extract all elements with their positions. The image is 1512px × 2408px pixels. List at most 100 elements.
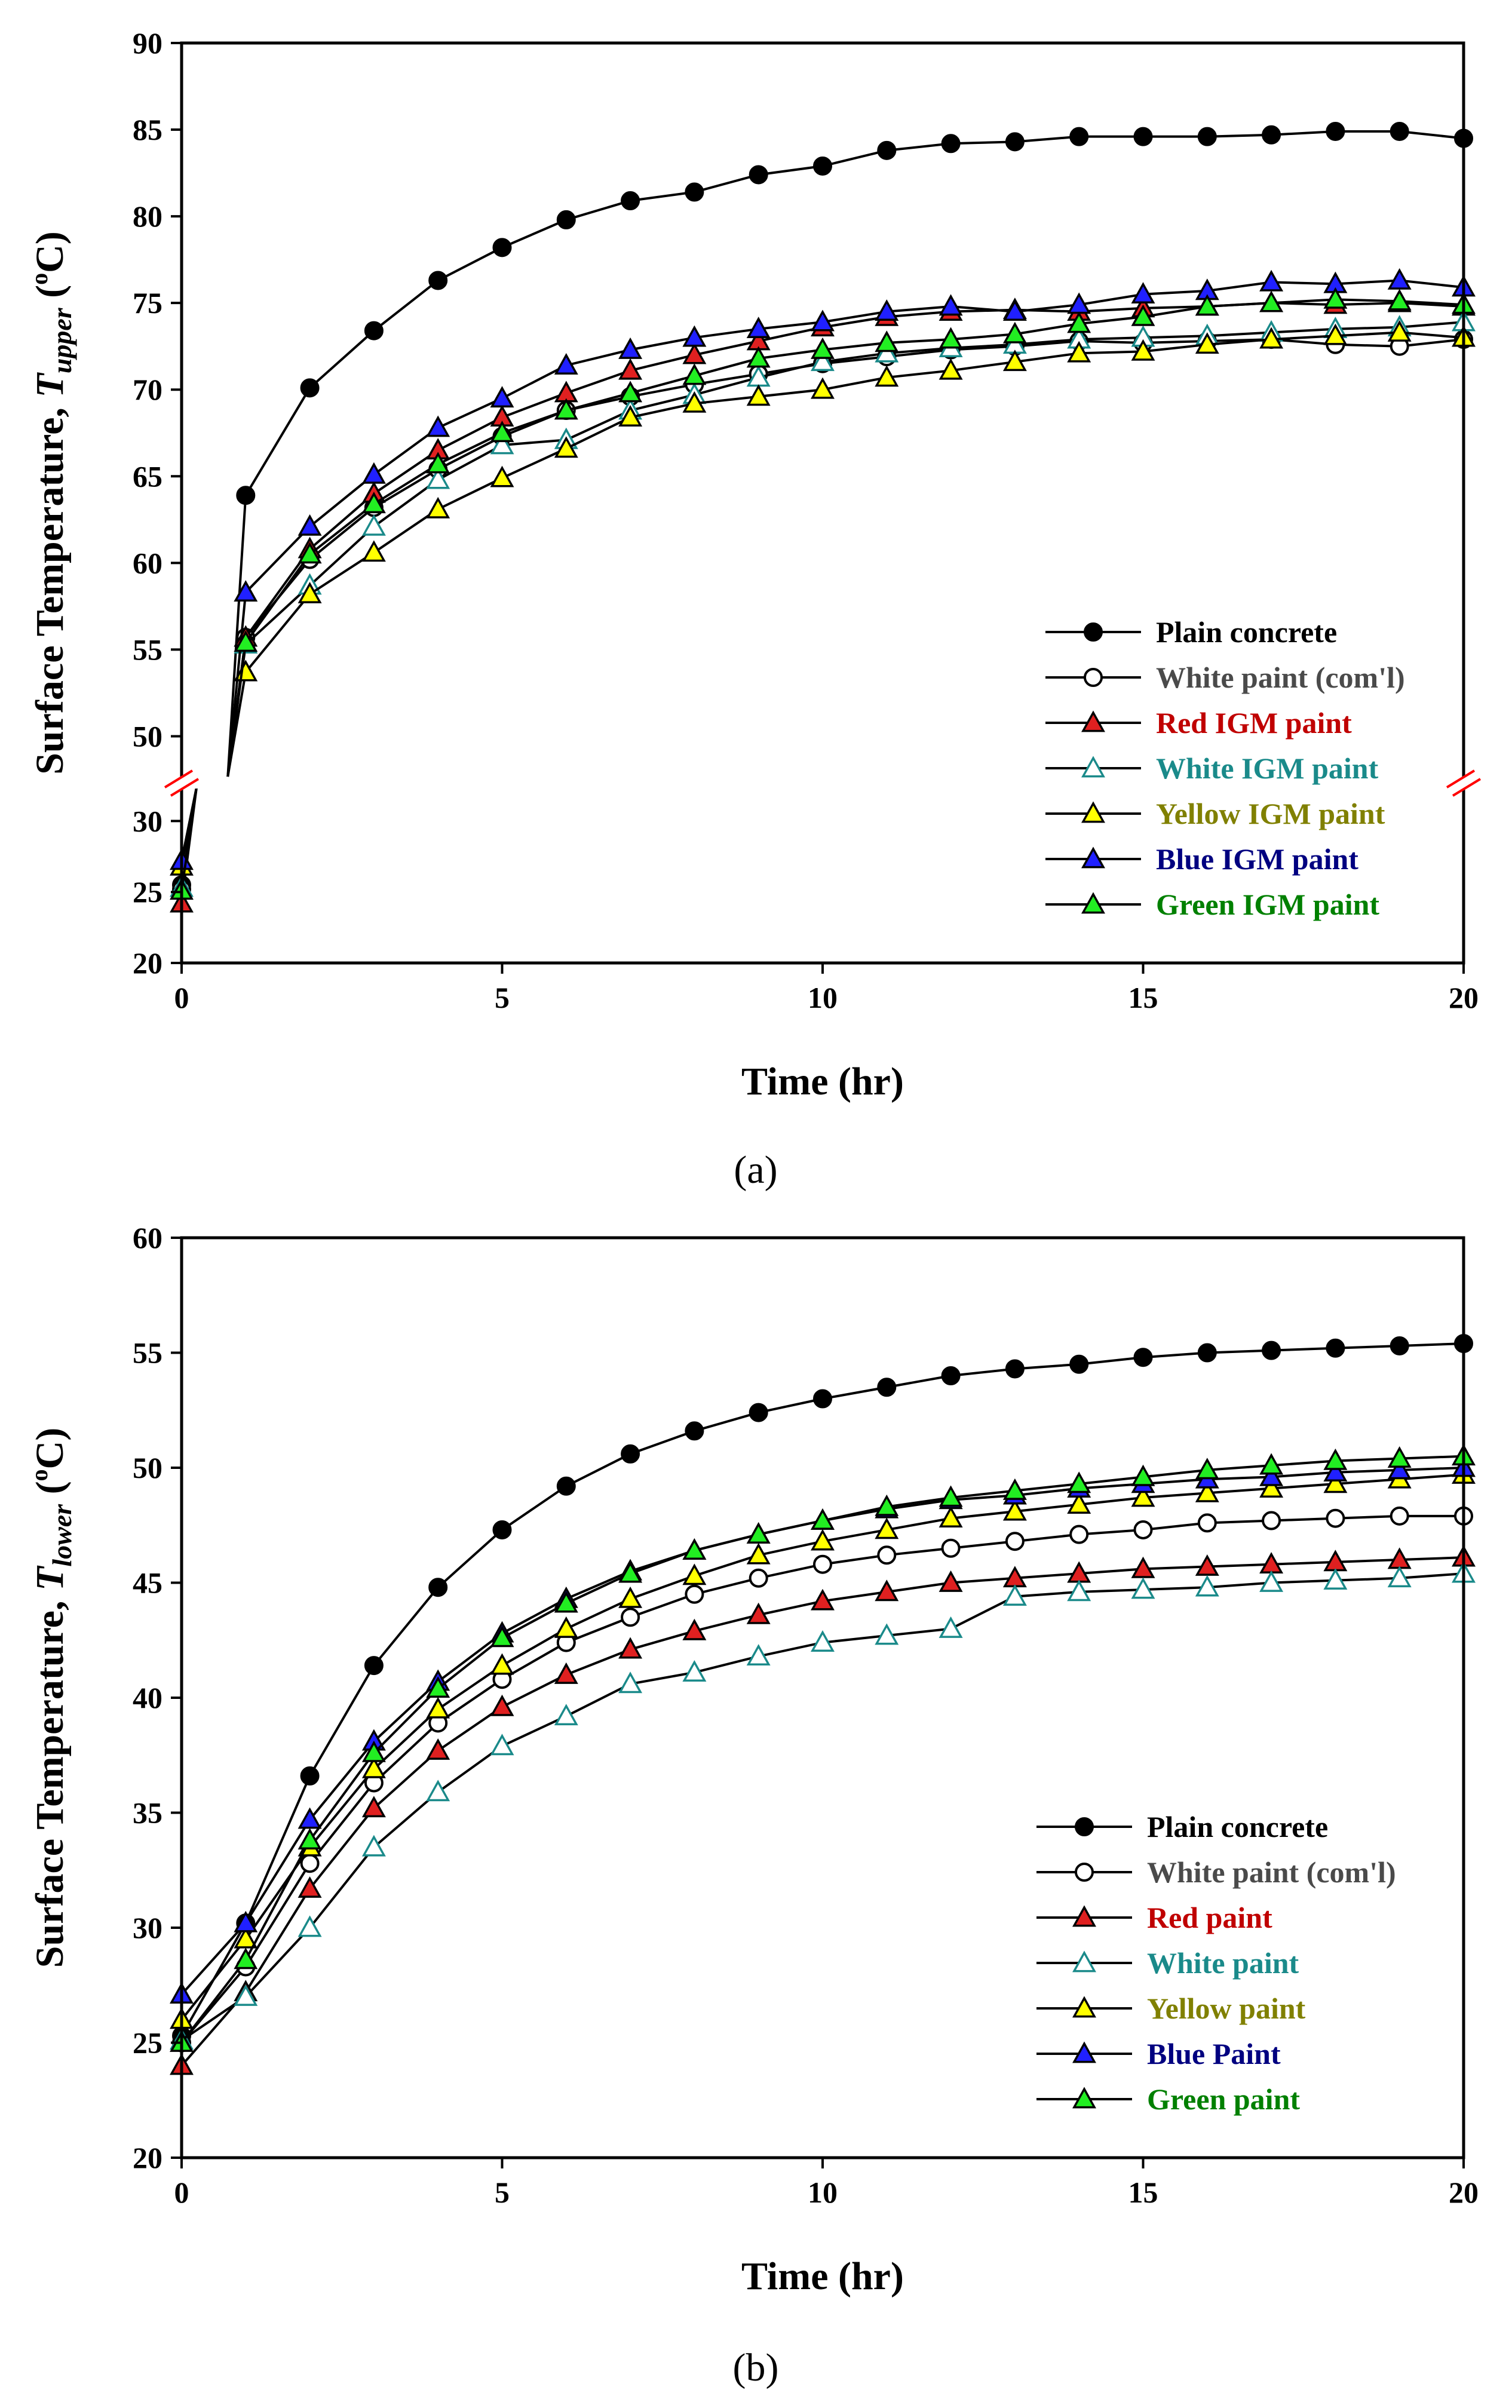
b-series-red-paint-point-5 <box>490 1694 514 1716</box>
b-series-white-paint-point-6 <box>554 1704 578 1726</box>
b-legend-red-paint-marker-point-0 <box>1072 1905 1096 1927</box>
b-series-plain-concrete-point-13 <box>1005 1359 1025 1379</box>
y-tick-label-60: 60 <box>133 546 162 579</box>
b-series-yellow-paint-point-15 <box>1131 1485 1155 1507</box>
a-series-green-igm-paint-point-4 <box>426 452 450 474</box>
b-series-white-paint-point-16 <box>1195 1575 1219 1597</box>
y-tick-label-30: 30 <box>133 804 162 838</box>
x-tick-label-10: 10 <box>808 981 838 1014</box>
b-series-green-paint-point-3 <box>361 1740 386 1762</box>
b-series-red-paint-point-11 <box>875 1579 899 1602</box>
b-series-white-paint-com-l-point-12 <box>941 1538 961 1558</box>
b-series-white-paint <box>170 1561 1476 2050</box>
b-legend-red-paint-label: Red paint <box>1147 1901 1272 1934</box>
a-series-green-igm-paint-point-3 <box>361 492 386 514</box>
axis-break-gap-0 <box>164 777 200 789</box>
b-series-yellow-paint-point-11 <box>875 1517 899 1539</box>
b-legend-yellow-paint: Yellow paint <box>1036 1992 1306 2025</box>
b-series-yellow-paint-point-9 <box>746 1542 771 1565</box>
a-legend-yellow-igm-paint: Yellow IGM paint <box>1045 797 1385 830</box>
b-series-white-paint-com-l-point-10 <box>813 1554 832 1574</box>
b-series-white-paint-com-l-point-14 <box>1069 1524 1089 1544</box>
b-series-plain-concrete-point-16 <box>1197 1343 1217 1363</box>
y-tick-label-25: 25 <box>133 875 162 909</box>
y-axis-title-a: Surface Temperature, Tupper (oC) <box>26 231 77 775</box>
a-series-yellow-igm-paint-point-5 <box>490 465 514 487</box>
b-series-green-paint-point-17 <box>1259 1453 1284 1475</box>
y-tick-label-20: 20 <box>133 2141 162 2174</box>
x-tick-label-0: 0 <box>174 981 189 1014</box>
a-series-blue-igm-paint-point-7 <box>618 337 643 359</box>
b-series-green-paint-point-5 <box>490 1625 514 1648</box>
x-tick-label-20: 20 <box>1449 981 1479 1014</box>
a-series-plain-concrete-point-18 <box>1326 121 1345 141</box>
b-series-green-paint-point-8 <box>682 1538 707 1560</box>
b-series-yellow-paint-point-6 <box>554 1616 578 1638</box>
b-series-red-paint-point-2 <box>298 1876 322 1898</box>
legend-a: Plain concrete White paint (com'l) Red IGM… <box>1045 615 1405 921</box>
b-series-green-paint-point-11 <box>875 1494 899 1516</box>
b-series-white-paint-com-l-point-19 <box>1390 1506 1409 1526</box>
b-series-white-paint-point-15 <box>1131 1577 1155 1599</box>
a-series-plain-concrete-point-13 <box>1005 132 1025 152</box>
a-series-blue-igm-paint-point-13 <box>1002 299 1027 321</box>
b-series-white-paint-com-l-point-9 <box>749 1568 768 1588</box>
a-legend-red-igm-paint-marker-point-0 <box>1081 710 1105 732</box>
a-series-yellow-igm-paint-point-14 <box>1067 341 1091 363</box>
axis-break-line-0-a <box>164 769 194 789</box>
x-tick-label-5: 5 <box>495 981 510 1014</box>
a-series-plain-concrete-point-15 <box>1133 127 1153 146</box>
a-series-green-igm-paint-point-11 <box>875 330 899 352</box>
x-tick-label-10: 10 <box>808 2176 838 2209</box>
b-series-red-paint-point-15 <box>1131 1556 1155 1578</box>
a-legend-yellow-igm-paint-marker-point-0 <box>1081 801 1105 823</box>
a-series-yellow-igm-paint-point-7 <box>618 405 643 427</box>
b-series-plain-concrete-point-9 <box>749 1403 768 1422</box>
b-legend-plain-concrete-label: Plain concrete <box>1147 1810 1328 1843</box>
a-series-yellow-igm-paint-point-10 <box>811 377 835 399</box>
a-series-green-igm-paint-point-13 <box>1002 321 1027 343</box>
b-series-plain-concrete-point-8 <box>685 1421 704 1441</box>
a-series-green-igm-paint-point-14 <box>1067 311 1091 333</box>
a-series-green-igm-paint-point-18 <box>1323 287 1348 309</box>
b-series-plain-concrete-point-2 <box>300 1766 320 1786</box>
b-legend-white-paint: White paint <box>1036 1946 1299 1980</box>
x-axis-title-a: Time (hr) <box>741 1060 904 1103</box>
a-legend-yellow-igm-paint-label: Yellow IGM paint <box>1156 797 1385 830</box>
b-series-white-paint-point-3 <box>361 1835 386 1857</box>
chart-panel-b: 0 5 10 15 20 20 25 30 35 40 45 50 55 60 Time (hr) Sur… <box>26 1221 1479 2389</box>
b-series-white-paint-point-5 <box>490 1734 514 1756</box>
b-series-white-paint-point-14 <box>1067 1579 1091 1602</box>
b-legend-plain-concrete: Plain concrete <box>1036 1810 1328 1843</box>
b-series-yellow-paint-point-13 <box>1002 1499 1027 1521</box>
b-series-red-paint-point-12 <box>939 1570 963 1592</box>
b-series-white-paint-point-10 <box>811 1630 835 1652</box>
a-series-blue-igm-paint-point-1 <box>234 580 258 602</box>
axis-break-line-1-b <box>1452 778 1482 797</box>
a-series-blue-igm-paint-point-3 <box>361 462 386 484</box>
a-series-green-igm-paint-point-8 <box>682 363 707 385</box>
b-series-yellow-paint-point-14 <box>1067 1492 1091 1514</box>
y-tick-label-50: 50 <box>133 719 162 753</box>
a-series-yellow-igm-paint-point-2 <box>298 581 322 603</box>
b-series-white-paint-point-2 <box>298 1915 322 1937</box>
x-tick-label-20: 20 <box>1449 2176 1479 2209</box>
b-series-blue-paint-point-2 <box>298 1807 322 1829</box>
b-series-green-paint-point-13 <box>1002 1478 1027 1500</box>
y-tick-label-70: 70 <box>133 373 162 406</box>
a-series-green-igm-paint-point-16 <box>1195 294 1219 316</box>
a-series-blue-igm-paint-point-4 <box>426 415 450 437</box>
a-series-plain-concrete-point-8 <box>685 182 704 202</box>
a-series-yellow-igm-paint-point-11 <box>875 365 899 387</box>
a-legend-plain-concrete: Plain concrete <box>1045 615 1337 649</box>
b-legend-white-paint-com-l-marker-point-0 <box>1075 1863 1094 1882</box>
a-series-white-igm-paint-point-11 <box>875 341 899 363</box>
b-series-green-paint-point-9 <box>746 1522 771 1544</box>
b-series-yellow-paint-point-4 <box>426 1697 450 1719</box>
b-series-white-paint-com-l-point-16 <box>1197 1513 1217 1533</box>
b-series-plain-concrete-point-14 <box>1069 1354 1089 1374</box>
a-legend-green-igm-paint-label: Green IGM paint <box>1156 888 1379 921</box>
b-series-white-paint-point-11 <box>875 1623 899 1645</box>
b-series-white-paint-com-l <box>172 1506 1473 2053</box>
